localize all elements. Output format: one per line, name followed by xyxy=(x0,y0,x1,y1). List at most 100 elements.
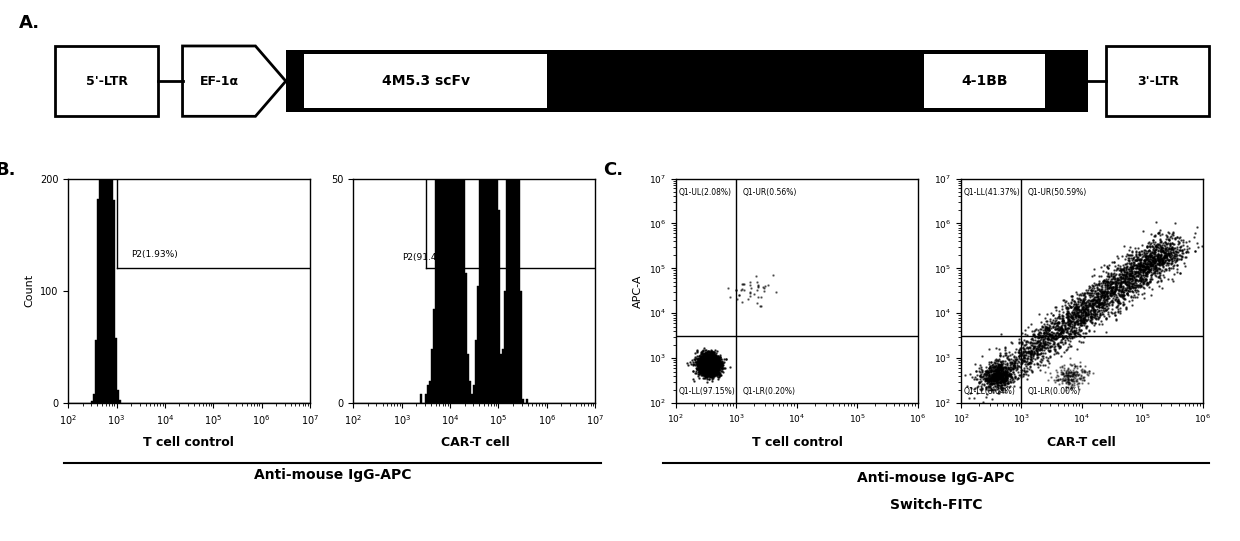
Point xyxy=(696,363,715,372)
Point xyxy=(976,385,996,394)
Point xyxy=(699,363,719,372)
Point xyxy=(706,370,725,379)
Point xyxy=(707,365,727,373)
Point xyxy=(1146,242,1166,250)
Point xyxy=(985,366,1004,374)
Point xyxy=(978,370,998,379)
Point xyxy=(698,360,718,368)
Point xyxy=(1063,360,1083,369)
Point xyxy=(688,356,708,365)
Point xyxy=(1141,250,1161,259)
Point xyxy=(972,373,992,381)
Point xyxy=(696,362,715,371)
Point xyxy=(1157,250,1177,259)
Point xyxy=(701,364,720,372)
Point xyxy=(1064,329,1084,338)
Point xyxy=(699,366,719,374)
Point xyxy=(686,366,706,375)
Point xyxy=(1068,316,1087,325)
Point xyxy=(1146,264,1166,273)
Point xyxy=(1006,374,1025,382)
Point xyxy=(702,359,722,367)
Point xyxy=(1076,311,1096,319)
Point xyxy=(708,353,728,362)
Point xyxy=(696,360,715,369)
Point xyxy=(1039,347,1059,355)
Point xyxy=(701,360,720,369)
Point xyxy=(1136,261,1156,270)
Point xyxy=(709,369,729,378)
Point xyxy=(1059,368,1079,377)
Point xyxy=(1021,355,1040,364)
Point xyxy=(1053,311,1073,320)
Point xyxy=(707,357,727,365)
Point xyxy=(683,367,703,375)
Point xyxy=(1149,273,1169,282)
Point xyxy=(986,367,1006,375)
Point xyxy=(1091,294,1111,302)
Point xyxy=(1086,296,1106,305)
Point xyxy=(1115,294,1135,303)
Point xyxy=(703,354,723,362)
Point xyxy=(990,354,1009,363)
Point xyxy=(990,373,1009,381)
Point xyxy=(693,365,713,373)
Point xyxy=(1081,299,1101,308)
Point xyxy=(1115,291,1135,299)
Point xyxy=(1025,326,1045,335)
Point xyxy=(694,353,714,361)
Point xyxy=(694,367,714,375)
Point xyxy=(1032,332,1052,341)
Point xyxy=(997,368,1017,377)
Point xyxy=(702,355,722,364)
Point xyxy=(1137,264,1157,273)
Point xyxy=(1141,268,1161,276)
Point xyxy=(701,358,720,367)
Point xyxy=(696,363,715,372)
Point xyxy=(1153,262,1173,270)
Point xyxy=(702,355,722,364)
Point xyxy=(1050,329,1070,338)
Point xyxy=(1125,261,1145,269)
Point xyxy=(701,364,720,373)
Bar xyxy=(465,273,467,403)
Point xyxy=(1153,254,1173,262)
Point xyxy=(1030,346,1050,355)
Point xyxy=(693,361,713,370)
Point xyxy=(1022,326,1042,335)
Point xyxy=(1049,332,1069,340)
Point xyxy=(1102,301,1122,309)
Point xyxy=(1059,307,1079,316)
Point xyxy=(707,354,727,362)
Point xyxy=(1035,368,1055,377)
Point xyxy=(1059,368,1079,377)
Point xyxy=(1074,315,1094,324)
Point xyxy=(696,355,715,364)
Point xyxy=(1117,270,1137,279)
Point xyxy=(1028,339,1048,347)
Point xyxy=(707,355,727,364)
Point xyxy=(996,376,1016,385)
Point xyxy=(708,360,728,368)
Point xyxy=(1128,247,1148,256)
Point xyxy=(1038,362,1058,371)
Point xyxy=(703,360,723,368)
Point xyxy=(1070,296,1090,305)
Point xyxy=(1164,254,1184,262)
Point xyxy=(1037,328,1056,337)
Point xyxy=(1060,342,1080,351)
Point xyxy=(1141,259,1161,267)
Point xyxy=(1061,308,1081,317)
Point xyxy=(1052,368,1071,377)
Point xyxy=(1054,375,1074,384)
Point xyxy=(699,357,719,365)
Point xyxy=(691,358,711,367)
Point xyxy=(1107,295,1127,304)
Point xyxy=(1131,258,1151,267)
Point xyxy=(991,357,1011,366)
Point xyxy=(698,358,718,367)
Point xyxy=(698,357,718,366)
Point xyxy=(698,361,718,370)
Point xyxy=(1172,241,1192,250)
Point xyxy=(1019,338,1039,346)
